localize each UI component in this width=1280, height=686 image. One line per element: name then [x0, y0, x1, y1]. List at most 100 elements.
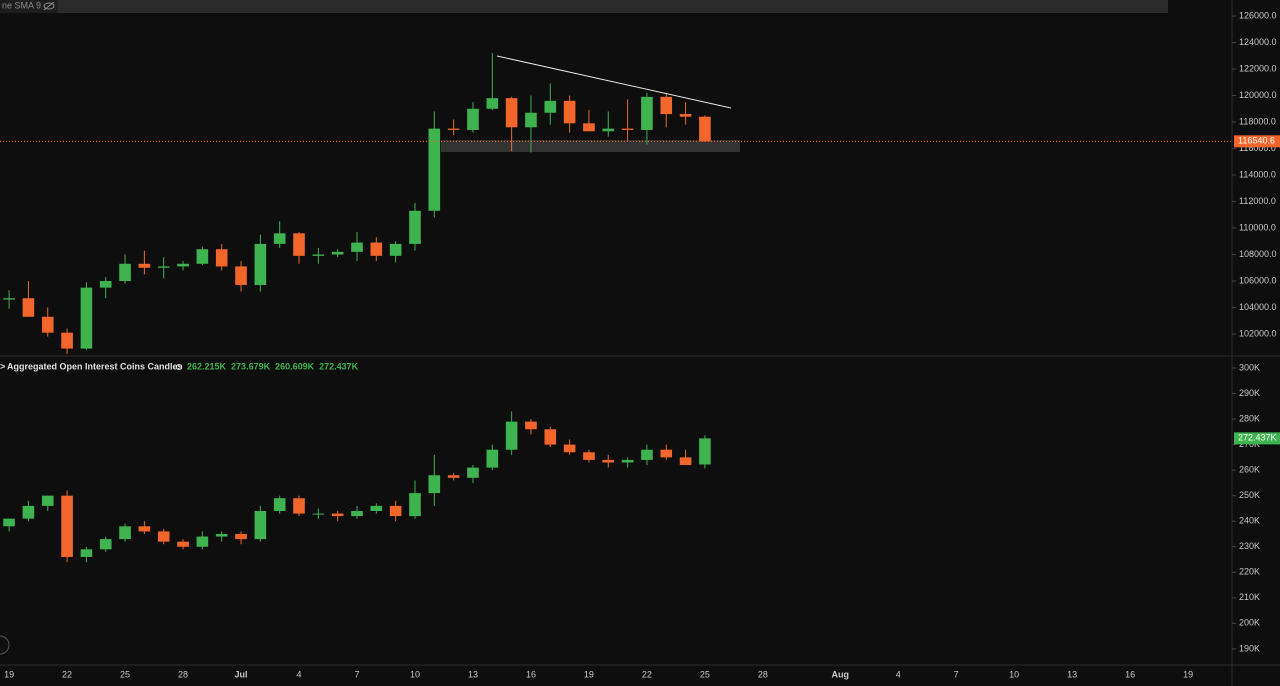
- visibility-icon[interactable]: [43, 1, 55, 11]
- x-tick-label: 13: [468, 669, 478, 679]
- x-tick-label: 28: [178, 669, 188, 679]
- x-tick-label: 7: [354, 669, 359, 679]
- candle-body: [641, 96, 653, 130]
- x-tick-label: 4: [896, 669, 901, 679]
- x-tick-label: 19: [4, 669, 14, 679]
- candle-body: [61, 332, 73, 349]
- candle-body: [467, 467, 479, 478]
- candle-body: [389, 505, 402, 517]
- x-tick-label: 19: [1183, 669, 1193, 679]
- candle-body: [544, 429, 557, 445]
- candle-body: [215, 249, 228, 267]
- y-tick-label: 102000.0: [1239, 328, 1277, 338]
- candle-body: [235, 533, 247, 540]
- candle-body: [389, 243, 402, 256]
- y-tick-label: 114000.0: [1239, 169, 1276, 179]
- x-tick-label: 22: [62, 669, 72, 679]
- last-value-box: [1234, 432, 1280, 445]
- candle-body: [331, 513, 344, 517]
- x-tick-label: 25: [120, 669, 130, 679]
- x-tick-label: 19: [584, 669, 594, 679]
- support-zone[interactable]: [441, 140, 740, 152]
- candle-body: [486, 98, 499, 109]
- oi-legend-value: 260.609K: [275, 361, 315, 371]
- candle-body: [293, 233, 305, 256]
- candle-body: [467, 108, 479, 130]
- x-tick-label: Aug: [831, 669, 849, 679]
- candle-body: [312, 513, 325, 515]
- y-tick-label: 220K: [1239, 567, 1260, 577]
- x-tick-label: 10: [1009, 669, 1019, 679]
- candle-body: [602, 459, 615, 463]
- candle-body: [525, 421, 537, 430]
- last-value-label: 116540.6: [1238, 136, 1275, 146]
- candle-body: [331, 251, 344, 255]
- x-tick-label: 10: [410, 669, 420, 679]
- y-tick-label: 122000.0: [1239, 63, 1277, 73]
- candle-body: [370, 242, 383, 256]
- y-tick-label: 120000.0: [1239, 90, 1277, 100]
- indicator-chip: [0, 0, 58, 13]
- y-tick-label: 112000.0: [1239, 196, 1276, 206]
- candle-body: [428, 475, 441, 494]
- candle-body: [409, 210, 421, 244]
- candle-body: [138, 263, 151, 268]
- candle-body: [196, 536, 209, 547]
- candle-body: [679, 114, 692, 117]
- candle-body: [563, 100, 576, 124]
- candle-body: [80, 549, 93, 557]
- last-value-box: [1234, 135, 1280, 148]
- candle-body: [22, 505, 35, 519]
- candle-body: [621, 128, 634, 130]
- candle-body: [660, 449, 673, 458]
- y-tick-label: 126000.0: [1239, 10, 1277, 20]
- candle-body: [583, 123, 595, 132]
- y-tick-label: 108000.0: [1239, 249, 1277, 259]
- last-value-label: 272.437K: [1238, 433, 1277, 443]
- candle-body: [61, 495, 73, 557]
- candle-body: [505, 98, 518, 128]
- candle-body: [447, 128, 460, 130]
- x-tick-label: Jul: [235, 669, 248, 679]
- candle-body: [351, 511, 363, 517]
- x-tick-label: 25: [700, 669, 710, 679]
- oi-settings-icon[interactable]: [176, 364, 182, 370]
- pane-marker: >: [0, 361, 5, 371]
- y-tick-label: 280K: [1239, 413, 1260, 423]
- oi-legend-value: 272.437K: [319, 361, 359, 371]
- candle-body: [157, 531, 170, 542]
- y-tick-label: 230K: [1239, 541, 1260, 551]
- candle-body: [602, 128, 615, 132]
- y-tick-label: 200K: [1239, 618, 1260, 628]
- y-tick-label: 110000.0: [1239, 222, 1276, 232]
- candle-body: [641, 449, 653, 460]
- y-tick-label: 190K: [1239, 643, 1260, 653]
- candle-body: [699, 438, 711, 465]
- candle-body: [447, 475, 460, 478]
- candle-body: [428, 128, 441, 211]
- candle-body: [254, 511, 267, 540]
- candle-body: [525, 112, 537, 128]
- trend-line[interactable]: [496, 55, 732, 109]
- candle-body: [505, 421, 518, 450]
- candle-body: [3, 518, 15, 527]
- candle-body: [177, 541, 189, 547]
- candle-body: [235, 266, 247, 285]
- x-tick-label: 22: [642, 669, 652, 679]
- candle-body: [312, 254, 325, 256]
- candle-body: [119, 263, 131, 282]
- candle-body: [293, 498, 305, 514]
- y-tick-label: 240K: [1239, 516, 1260, 526]
- candle-body: [273, 233, 286, 244]
- candle-body: [41, 495, 54, 506]
- y-tick-label: 250K: [1239, 490, 1260, 500]
- y-tick-label: 124000.0: [1239, 37, 1277, 47]
- candle-body: [119, 526, 131, 540]
- candle-body: [196, 249, 209, 264]
- x-tick-label: 28: [758, 669, 768, 679]
- scroll-button[interactable]: [0, 635, 10, 655]
- oi-legend-title: Aggregated Open Interest Coins Candles: [7, 361, 183, 371]
- y-tick-label: 210K: [1239, 592, 1260, 602]
- candle-body: [254, 243, 267, 285]
- indicator-bar: [0, 0, 1168, 13]
